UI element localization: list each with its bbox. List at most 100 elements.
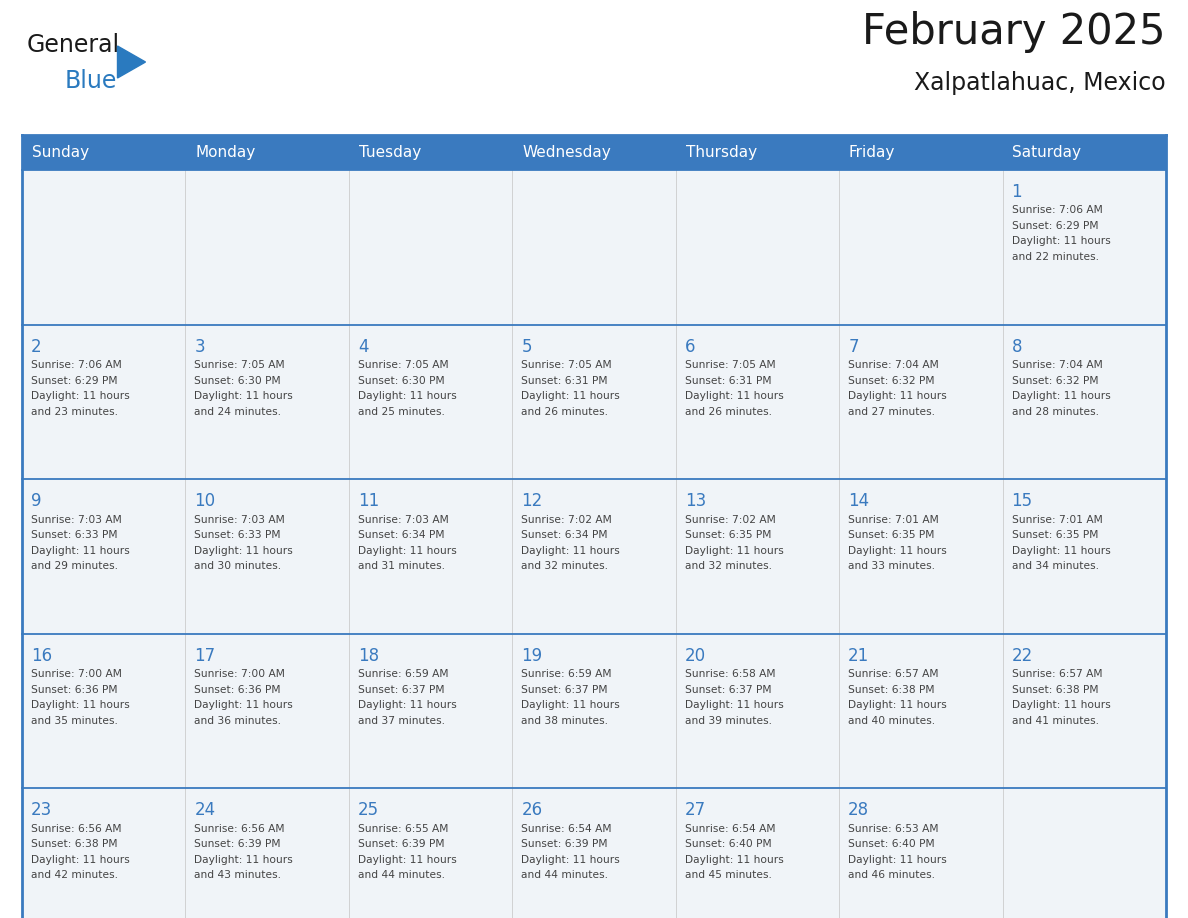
Bar (1003, 479, 1165, 633)
Text: Sunrise: 7:04 AM: Sunrise: 7:04 AM (1011, 360, 1102, 370)
Text: and 27 minutes.: and 27 minutes. (848, 407, 935, 417)
Text: Sunrise: 6:59 AM: Sunrise: 6:59 AM (358, 669, 448, 679)
Text: February 2025: February 2025 (862, 11, 1165, 53)
Text: Sunrise: 7:03 AM: Sunrise: 7:03 AM (358, 515, 449, 525)
Text: Daylight: 11 hours: Daylight: 11 hours (1011, 700, 1111, 711)
Bar (349, 170, 512, 325)
Text: Sunrise: 7:04 AM: Sunrise: 7:04 AM (848, 360, 939, 370)
Text: Sunrise: 6:55 AM: Sunrise: 6:55 AM (358, 823, 448, 834)
Text: Sunrise: 6:57 AM: Sunrise: 6:57 AM (1011, 669, 1102, 679)
Text: 13: 13 (684, 492, 706, 510)
Text: Sunset: 6:35 PM: Sunset: 6:35 PM (1011, 531, 1098, 540)
Text: Daylight: 11 hours: Daylight: 11 hours (31, 391, 129, 401)
Text: 15: 15 (1011, 492, 1032, 510)
Text: Sunset: 6:37 PM: Sunset: 6:37 PM (358, 685, 444, 695)
Text: and 42 minutes.: and 42 minutes. (31, 870, 118, 880)
Text: Sunrise: 7:02 AM: Sunrise: 7:02 AM (522, 515, 612, 525)
Text: and 35 minutes.: and 35 minutes. (31, 716, 118, 726)
Text: Wednesday: Wednesday (522, 145, 611, 160)
Bar (676, 325, 839, 479)
Text: 12: 12 (522, 492, 543, 510)
Text: Sunset: 6:38 PM: Sunset: 6:38 PM (31, 839, 118, 849)
Text: Sunrise: 7:05 AM: Sunrise: 7:05 AM (195, 360, 285, 370)
Text: Sunset: 6:29 PM: Sunset: 6:29 PM (31, 375, 118, 386)
Text: Sunset: 6:40 PM: Sunset: 6:40 PM (684, 839, 771, 849)
Text: and 23 minutes.: and 23 minutes. (31, 407, 118, 417)
Text: Daylight: 11 hours: Daylight: 11 hours (684, 391, 783, 401)
Text: 26: 26 (522, 801, 543, 820)
Bar (1003, 170, 1165, 325)
Text: and 44 minutes.: and 44 minutes. (522, 870, 608, 880)
Bar (839, 135, 1003, 170)
Text: 9: 9 (31, 492, 42, 510)
Text: Sunrise: 7:05 AM: Sunrise: 7:05 AM (522, 360, 612, 370)
Bar (349, 325, 512, 479)
Text: Sunset: 6:36 PM: Sunset: 6:36 PM (31, 685, 118, 695)
Text: Sunset: 6:38 PM: Sunset: 6:38 PM (848, 685, 935, 695)
Text: Thursday: Thursday (685, 145, 757, 160)
Text: Daylight: 11 hours: Daylight: 11 hours (358, 545, 456, 555)
Text: Monday: Monday (195, 145, 255, 160)
Text: Sunrise: 6:56 AM: Sunrise: 6:56 AM (31, 823, 121, 834)
Text: Daylight: 11 hours: Daylight: 11 hours (358, 700, 456, 711)
Text: Sunrise: 7:06 AM: Sunrise: 7:06 AM (31, 360, 121, 370)
Text: Sunset: 6:38 PM: Sunset: 6:38 PM (1011, 685, 1098, 695)
Bar (1003, 789, 1165, 918)
Text: Daylight: 11 hours: Daylight: 11 hours (522, 391, 620, 401)
Text: Sunrise: 7:03 AM: Sunrise: 7:03 AM (195, 515, 285, 525)
Text: 25: 25 (358, 801, 379, 820)
Text: Sunset: 6:36 PM: Sunset: 6:36 PM (195, 685, 280, 695)
Text: Blue: Blue (65, 69, 118, 93)
Bar (23, 325, 185, 479)
Text: Sunrise: 6:58 AM: Sunrise: 6:58 AM (684, 669, 776, 679)
Text: Sunset: 6:39 PM: Sunset: 6:39 PM (358, 839, 444, 849)
Bar (512, 633, 676, 789)
Text: Sunset: 6:33 PM: Sunset: 6:33 PM (31, 531, 118, 540)
Text: 28: 28 (848, 801, 870, 820)
Bar (23, 789, 185, 918)
Text: and 37 minutes.: and 37 minutes. (358, 716, 444, 726)
Text: 3: 3 (195, 338, 206, 355)
Bar (349, 479, 512, 633)
Text: and 32 minutes.: and 32 minutes. (684, 561, 772, 571)
Text: 24: 24 (195, 801, 215, 820)
Bar (676, 135, 839, 170)
Bar (1003, 325, 1165, 479)
Text: Daylight: 11 hours: Daylight: 11 hours (195, 391, 293, 401)
Bar (839, 633, 1003, 789)
Text: Sunset: 6:37 PM: Sunset: 6:37 PM (522, 685, 608, 695)
Text: and 39 minutes.: and 39 minutes. (684, 716, 772, 726)
Text: and 46 minutes.: and 46 minutes. (848, 870, 935, 880)
Bar (676, 789, 839, 918)
Text: Sunrise: 7:05 AM: Sunrise: 7:05 AM (358, 360, 449, 370)
Text: Daylight: 11 hours: Daylight: 11 hours (195, 700, 293, 711)
Text: Sunrise: 7:02 AM: Sunrise: 7:02 AM (684, 515, 776, 525)
Bar (512, 479, 676, 633)
Bar (185, 325, 349, 479)
Bar (839, 789, 1003, 918)
Text: Xalpatlahuac, Mexico: Xalpatlahuac, Mexico (915, 71, 1165, 95)
Bar (839, 325, 1003, 479)
Text: Sunset: 6:31 PM: Sunset: 6:31 PM (684, 375, 771, 386)
Text: Daylight: 11 hours: Daylight: 11 hours (358, 855, 456, 865)
Text: Sunrise: 6:54 AM: Sunrise: 6:54 AM (684, 823, 776, 834)
Text: Sunrise: 6:56 AM: Sunrise: 6:56 AM (195, 823, 285, 834)
Text: Sunrise: 6:59 AM: Sunrise: 6:59 AM (522, 669, 612, 679)
Text: Friday: Friday (849, 145, 896, 160)
Text: 10: 10 (195, 492, 215, 510)
Text: Daylight: 11 hours: Daylight: 11 hours (522, 855, 620, 865)
Text: General: General (27, 33, 120, 57)
Text: and 40 minutes.: and 40 minutes. (848, 716, 935, 726)
Text: 21: 21 (848, 647, 870, 665)
Text: Daylight: 11 hours: Daylight: 11 hours (684, 545, 783, 555)
Bar (839, 170, 1003, 325)
Text: and 25 minutes.: and 25 minutes. (358, 407, 444, 417)
Text: Daylight: 11 hours: Daylight: 11 hours (848, 700, 947, 711)
Text: 5: 5 (522, 338, 532, 355)
Text: Sunrise: 7:06 AM: Sunrise: 7:06 AM (1011, 206, 1102, 216)
Bar (185, 135, 349, 170)
Bar (23, 170, 185, 325)
Text: and 24 minutes.: and 24 minutes. (195, 407, 282, 417)
Text: 7: 7 (848, 338, 859, 355)
Text: Sunset: 6:35 PM: Sunset: 6:35 PM (848, 531, 935, 540)
